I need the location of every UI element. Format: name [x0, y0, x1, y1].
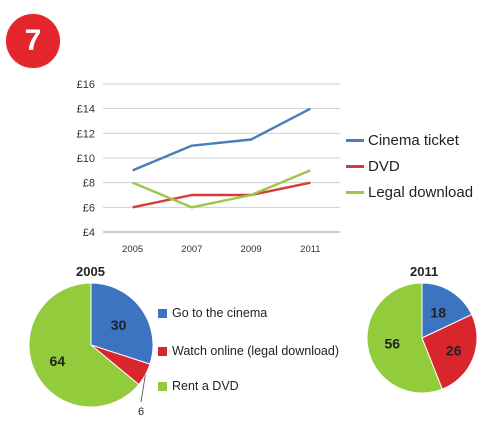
- pie-leader-line: [140, 374, 146, 403]
- pie-slice: [28, 282, 140, 408]
- pie-data-label: 30: [111, 317, 127, 333]
- x-axis-ticks: 2005 2007 2009 2011: [122, 244, 321, 255]
- legend-swatch-cinema-ticket: [346, 139, 364, 142]
- question-number-badge: 7: [6, 14, 60, 68]
- y-tick-label: £14: [77, 104, 95, 116]
- pie-slice: [421, 313, 478, 390]
- pie-data-label: 26: [446, 343, 462, 359]
- pie-legend-label-online: Watch online (legal download): [172, 344, 339, 358]
- legend-label-dvd: DVD: [368, 158, 400, 175]
- pie-slice: [90, 282, 154, 365]
- y-tick-label: £4: [83, 227, 95, 239]
- line-series: [132, 107, 311, 209]
- line-chart-grid: [103, 83, 340, 233]
- legend-cinema-ticket: Cinema ticket: [346, 132, 459, 149]
- pie-data-label: 18: [430, 304, 446, 320]
- pie-legend-swatch-cinema: [158, 308, 167, 318]
- series-line-0: [132, 107, 311, 172]
- series-line-2: [132, 169, 311, 209]
- pie-legend-online: Watch online (legal download): [158, 344, 339, 358]
- legend-legal-download: Legal download: [346, 184, 473, 201]
- pie-chart-2011: 18 26 56: [366, 282, 478, 394]
- x-tick-label: 2009: [241, 244, 262, 255]
- legend-dvd: DVD: [346, 158, 400, 175]
- x-tick-label: 2011: [300, 244, 320, 255]
- pie-legend-label-dvd: Rent a DVD: [172, 379, 239, 393]
- pie-chart-2005: 30 6 64: [28, 282, 154, 418]
- pie-legend-dvd: Rent a DVD: [158, 379, 239, 393]
- y-tick-label: £8: [83, 178, 95, 190]
- y-tick-label: £12: [77, 128, 95, 140]
- y-tick-label: £16: [77, 79, 95, 91]
- pie-legend-swatch-online: [158, 346, 167, 356]
- pie-title-2005: 2005: [76, 264, 105, 279]
- pie-title-2011: 2011: [410, 264, 439, 279]
- series-line-1: [132, 181, 311, 209]
- x-tick-label: 2007: [181, 244, 202, 255]
- pie-slice: [421, 282, 473, 339]
- y-tick-label: £6: [83, 202, 95, 214]
- legend-swatch-dvd: [346, 165, 364, 168]
- legend-label-legal-download: Legal download: [368, 184, 474, 201]
- pie-data-label: 64: [50, 353, 66, 369]
- pie-legend-cinema: Go to the cinema: [158, 306, 267, 320]
- y-axis-ticks: £4 £6 £8 £10 £12 £14 £16: [77, 79, 95, 239]
- x-tick-label: 2005: [122, 244, 143, 255]
- pie-legend-swatch-dvd: [158, 381, 167, 391]
- pie-data-label: 6: [138, 406, 144, 418]
- pie-slice: [366, 282, 443, 394]
- line-chart: £4 £6 £8 £10 £12 £14 £16 2005 2007 2009 2011: [77, 79, 340, 255]
- pie-legend-label-cinema: Go to the cinema: [172, 306, 268, 320]
- legend-swatch-legal-download: [346, 191, 364, 194]
- pie-data-label: 56: [384, 336, 400, 352]
- legend-label-cinema-ticket: Cinema ticket: [368, 132, 459, 149]
- y-tick-label: £10: [77, 153, 95, 165]
